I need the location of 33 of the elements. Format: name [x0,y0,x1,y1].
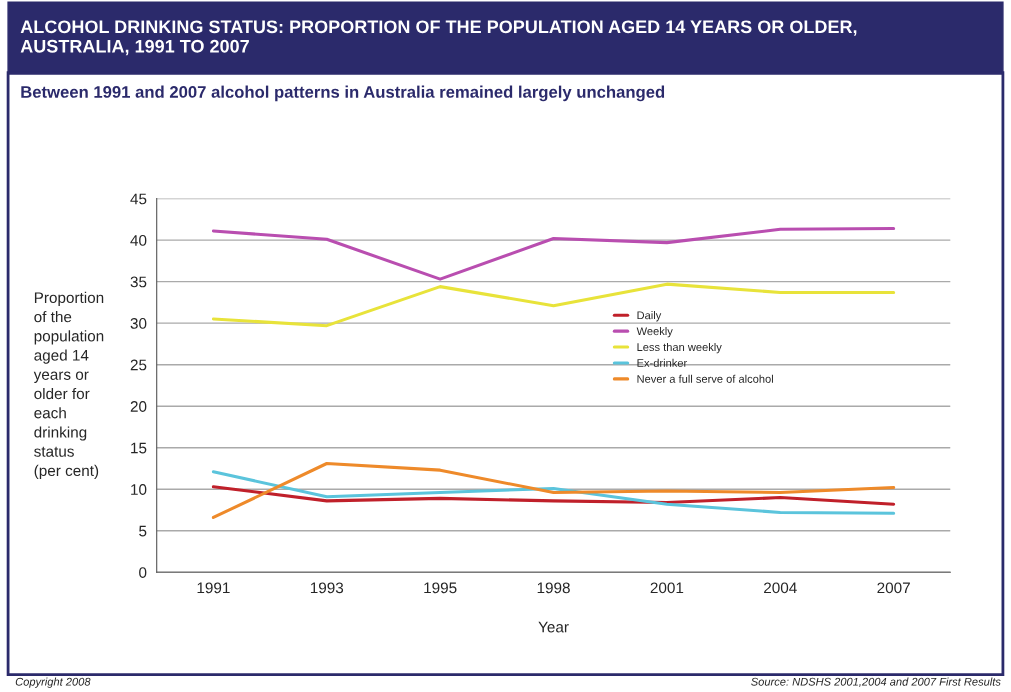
text: Copyright 2008 [15,677,91,688]
line-series [211,282,896,328]
line-series [211,461,896,520]
chart-title: ALCOHOL DRINKING STATUS: PROPORTION OF THE POPULATION AGED 14 YEARS OR OLDER, AUSTRALIA, 1991 TO 2007 [20,20,857,56]
y-tick-label: 5 [139,525,147,537]
line-series [211,226,896,281]
y-tick-label: 35 [130,276,147,288]
source-note: Source: NDSHS 2001,2004 and 2007 First Results [751,677,1001,687]
x-tick-label: 1995 [424,582,457,594]
y-tick-label: 30 [130,318,147,329]
x-axis-title: Year [538,621,569,633]
legend-label: Weekly [636,326,673,338]
legend-label: Less than weekly [637,342,722,354]
x-tick-label: 2001 [650,582,684,594]
y-tick-label: 25 [130,359,147,371]
x-tick-label: 2007 [877,582,910,594]
y-tick-label: 10 [131,484,147,495]
x-tick-label: 2004 [764,582,797,594]
legend-label: Daily [637,311,662,322]
line-series [211,485,896,506]
x-tick-label: 1991 [197,582,230,594]
line-series [211,470,896,515]
y-tick-label: 15 [131,442,147,454]
legend-label: Ex-drinker [637,358,688,367]
y-tick-label: 0 [139,567,147,578]
y-tick-label: 40 [130,234,147,246]
chart-subtitle: Between 1991 and 2007 alcohol patterns in Australia remained largely unchanged [21,85,665,102]
y-tick-label: 20 [130,401,147,412]
y-tick-label: 45 [130,193,147,205]
legend-label: Never a full serve of alcohol [637,374,773,383]
x-tick-label: 1993 [310,582,344,594]
text: Proportion of the population aged 14 years or older for each drinking status (per cent) [33,291,104,480]
x-tick-label: 1998 [537,582,570,594]
